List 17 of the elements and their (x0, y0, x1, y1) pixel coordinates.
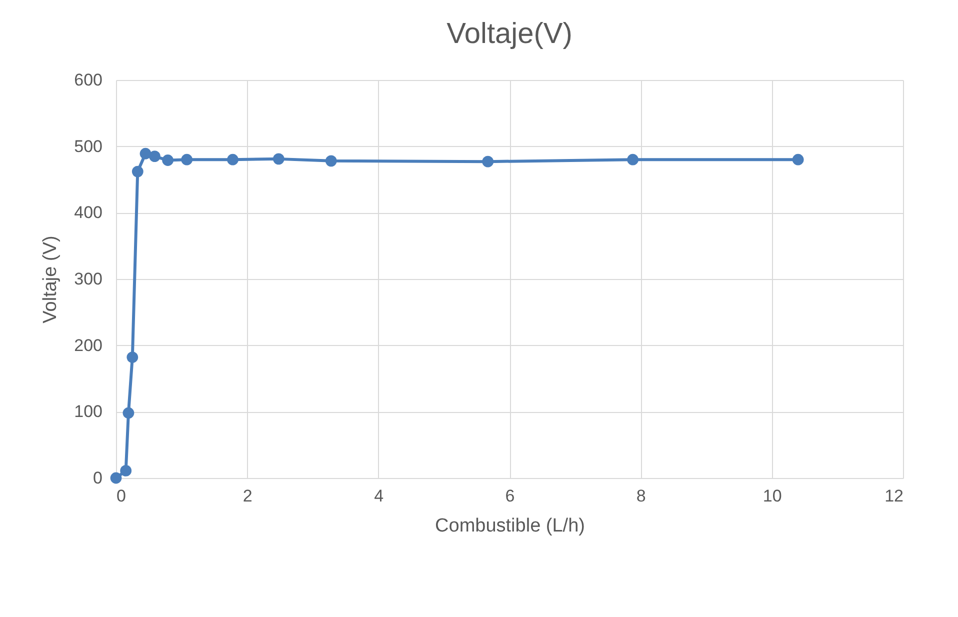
y-tick-label: 300 (74, 270, 102, 288)
y-tick-label: 0 (93, 468, 102, 488)
y-tick-label: 200 (74, 336, 102, 355)
chart-title: Voltaje(V) (446, 18, 572, 50)
y-tick-label: 100 (74, 402, 102, 422)
x-tick-label: 4 (374, 486, 384, 506)
y-tick-label: 400 (74, 203, 102, 222)
x-tick-label: 2 (242, 486, 252, 506)
x-tick-label: 6 (505, 486, 515, 506)
x-axis-title: Combustible (L/h) (435, 516, 585, 536)
y-tick-label: 500 (74, 136, 102, 156)
x-tick-label: 0 (116, 486, 126, 506)
x-tick-label: 10 (762, 486, 782, 506)
y-axis-title: Voltaje (V) (40, 236, 62, 324)
x-tick-label: 8 (636, 486, 646, 506)
x-tick-label: 12 (884, 486, 904, 506)
y-tick-label: 600 (74, 70, 102, 90)
